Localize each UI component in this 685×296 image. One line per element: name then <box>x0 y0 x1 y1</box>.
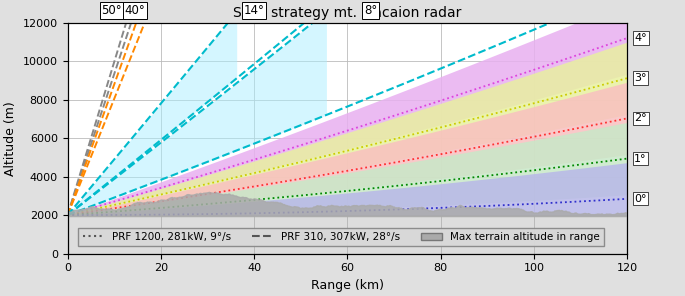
Text: 50°: 50° <box>101 4 122 17</box>
Text: 40°: 40° <box>125 4 146 17</box>
Legend: PRF 1200, 281kW, 9°/s, PRF 310, 307kW, 28°/s, Max terrain altitude in range: PRF 1200, 281kW, 9°/s, PRF 310, 307kW, 2… <box>78 228 604 246</box>
Text: 0°: 0° <box>634 194 647 204</box>
Text: 3°: 3° <box>634 73 647 83</box>
Text: 1°: 1° <box>634 154 647 164</box>
Text: 8°: 8° <box>364 4 377 17</box>
Text: 14°: 14° <box>244 4 264 17</box>
Y-axis label: Altitude (m): Altitude (m) <box>4 101 17 176</box>
Title: Scan strategy mt. Macaion radar: Scan strategy mt. Macaion radar <box>234 6 462 20</box>
X-axis label: Range (km): Range (km) <box>311 279 384 292</box>
Text: 2°: 2° <box>634 113 647 123</box>
Text: 4°: 4° <box>634 33 647 43</box>
